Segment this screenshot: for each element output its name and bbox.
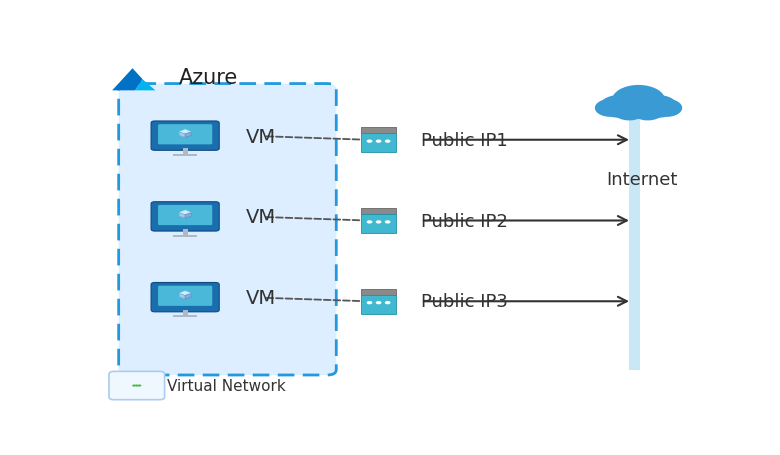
FancyBboxPatch shape	[151, 283, 219, 312]
Circle shape	[138, 384, 141, 387]
Circle shape	[385, 140, 391, 143]
Bar	[173, 155, 197, 157]
Bar	[361, 214, 396, 233]
Text: VM: VM	[246, 208, 275, 227]
Circle shape	[367, 140, 372, 143]
Polygon shape	[185, 132, 191, 138]
Polygon shape	[179, 213, 185, 219]
Circle shape	[600, 96, 639, 118]
Circle shape	[631, 102, 665, 121]
FancyBboxPatch shape	[158, 286, 212, 306]
Circle shape	[639, 96, 678, 118]
Polygon shape	[179, 291, 191, 296]
Polygon shape	[179, 211, 191, 215]
Circle shape	[376, 140, 381, 143]
Circle shape	[376, 301, 381, 305]
Polygon shape	[179, 294, 185, 299]
Text: VM: VM	[246, 127, 275, 147]
Bar	[173, 235, 197, 237]
Bar	[183, 229, 187, 235]
Bar	[361, 134, 396, 153]
Text: Virtual Network: Virtual Network	[167, 378, 285, 393]
Circle shape	[612, 86, 665, 116]
Polygon shape	[185, 294, 191, 299]
FancyBboxPatch shape	[151, 202, 219, 232]
Bar	[629, 118, 640, 370]
Text: Azure: Azure	[179, 67, 239, 87]
Circle shape	[132, 384, 136, 387]
FancyBboxPatch shape	[119, 84, 336, 375]
Circle shape	[385, 301, 391, 305]
Circle shape	[385, 221, 391, 224]
FancyBboxPatch shape	[158, 125, 212, 145]
Polygon shape	[185, 213, 191, 219]
Bar	[183, 310, 187, 316]
Bar	[361, 128, 396, 134]
Text: VM: VM	[246, 288, 275, 308]
Text: Internet: Internet	[606, 170, 677, 188]
Polygon shape	[179, 132, 185, 138]
Text: Public IP3: Public IP3	[421, 293, 508, 311]
Polygon shape	[135, 80, 155, 91]
Bar	[173, 316, 197, 318]
Circle shape	[595, 100, 626, 117]
Bar	[361, 289, 396, 295]
FancyBboxPatch shape	[109, 372, 165, 400]
Circle shape	[651, 100, 682, 117]
Polygon shape	[112, 69, 143, 91]
Circle shape	[376, 221, 381, 224]
Text: Public IP1: Public IP1	[421, 131, 508, 149]
FancyBboxPatch shape	[158, 206, 212, 226]
Polygon shape	[179, 130, 191, 135]
Bar	[361, 295, 396, 314]
Circle shape	[135, 384, 139, 387]
Circle shape	[367, 221, 372, 224]
Circle shape	[613, 102, 646, 121]
Text: Public IP2: Public IP2	[421, 212, 508, 230]
FancyBboxPatch shape	[151, 121, 219, 151]
Bar	[183, 149, 187, 155]
Circle shape	[367, 301, 372, 305]
Bar	[361, 209, 396, 214]
